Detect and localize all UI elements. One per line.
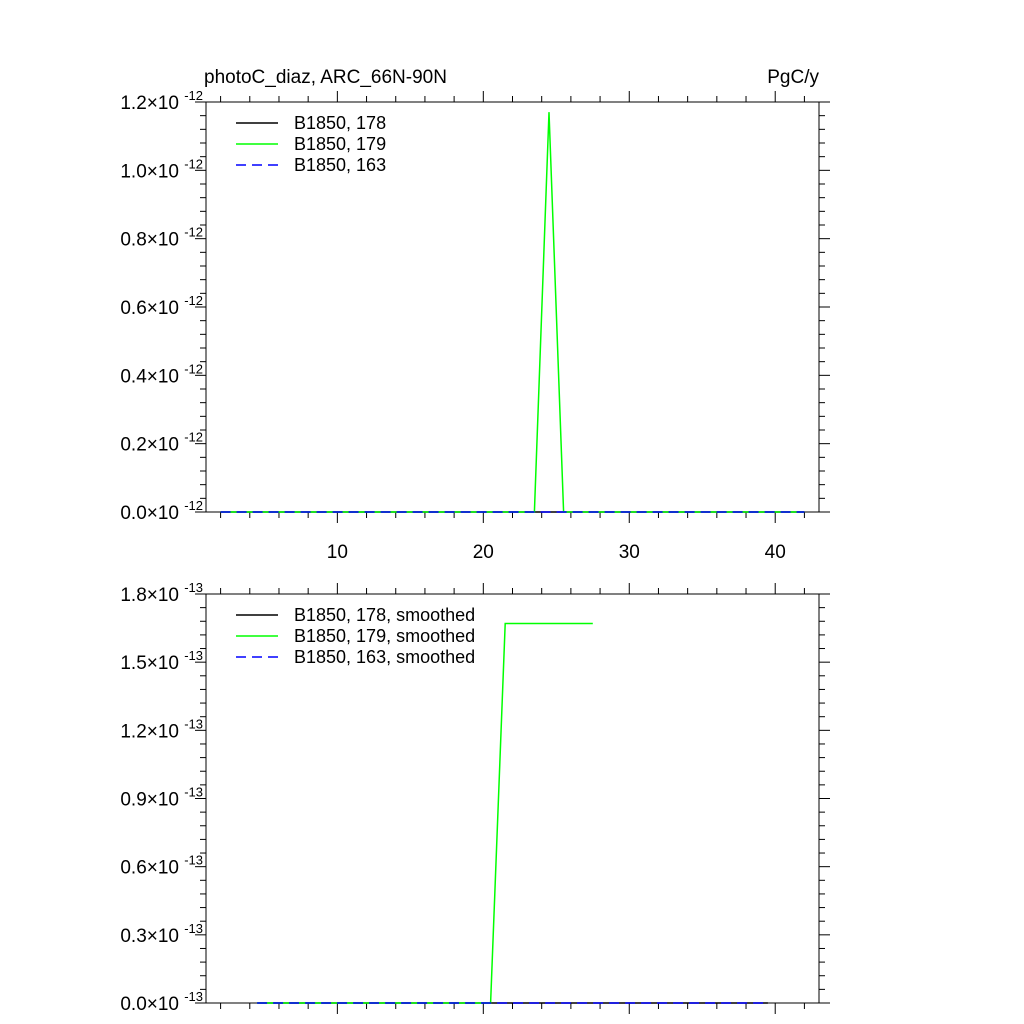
y-tick-exponent: -12 [184, 430, 203, 445]
units-label: PgC/y [767, 67, 819, 88]
y-tick-label: 1.8×10 [120, 585, 179, 606]
legend-label-2: B1850, 179, smoothed [294, 626, 475, 646]
y-tick-label: 1.0×10 [120, 161, 179, 182]
y-tick-label: 0.9×10 [120, 790, 179, 811]
legend-label-2: B1850, 179 [294, 134, 386, 154]
y-tick-exponent: -12 [184, 88, 203, 103]
y-tick-exponent: -13 [184, 853, 203, 868]
y-tick-exponent: -12 [184, 498, 203, 513]
y-tick-exponent: -13 [184, 648, 203, 663]
y-tick-exponent: -12 [184, 225, 203, 240]
y-tick-label: 0.6×10 [120, 858, 179, 879]
series-line-2 [257, 622, 593, 1004]
y-tick-label: 0.3×10 [120, 926, 179, 947]
y-tick-exponent: -13 [184, 921, 203, 936]
legend-label-3: B1850, 163 [294, 155, 386, 175]
y-tick-label: 0.2×10 [120, 435, 179, 456]
y-tick-label: 0.8×10 [120, 230, 179, 251]
x-tick-label: 20 [473, 542, 494, 563]
legend-label-1: B1850, 178, smoothed [294, 605, 475, 625]
y-tick-label: 1.2×10 [120, 93, 179, 114]
x-tick-label: 40 [765, 542, 786, 563]
y-tick-exponent: -13 [184, 785, 203, 800]
y-tick-exponent: -12 [184, 361, 203, 376]
legend-label-3: B1850, 163, smoothed [294, 647, 475, 667]
chart-title: photoC_diaz, ARC_66N-90N [204, 67, 447, 88]
y-tick-exponent: -12 [184, 156, 203, 171]
y-tick-label: 0.0×10 [120, 994, 179, 1015]
y-tick-label: 1.5×10 [120, 653, 179, 674]
legend-label-1: B1850, 178 [294, 113, 386, 133]
y-tick-label: 0.0×10 [120, 503, 179, 524]
y-tick-exponent: -13 [184, 989, 203, 1004]
y-tick-label: 0.6×10 [120, 298, 179, 319]
chart-panel-2: 0.0×10 -13 0.3×10 -13 0.6×10 -13 0.9×10 -13 1.2×… [120, 580, 830, 1015]
y-tick-exponent: -12 [184, 293, 203, 308]
y-tick-exponent: -13 [184, 716, 203, 731]
y-tick-exponent: -13 [184, 580, 203, 595]
y-tick-label: 1.2×10 [120, 721, 179, 742]
chart-panel-1: 10 20 30 40 0.0×10 -12 0.2×10 -12 0.4×10 -12 0.6×1… [120, 88, 830, 563]
y-tick-label: 0.4×10 [120, 366, 179, 387]
x-tick-label: 30 [619, 542, 640, 563]
x-tick-label: 10 [327, 542, 348, 563]
